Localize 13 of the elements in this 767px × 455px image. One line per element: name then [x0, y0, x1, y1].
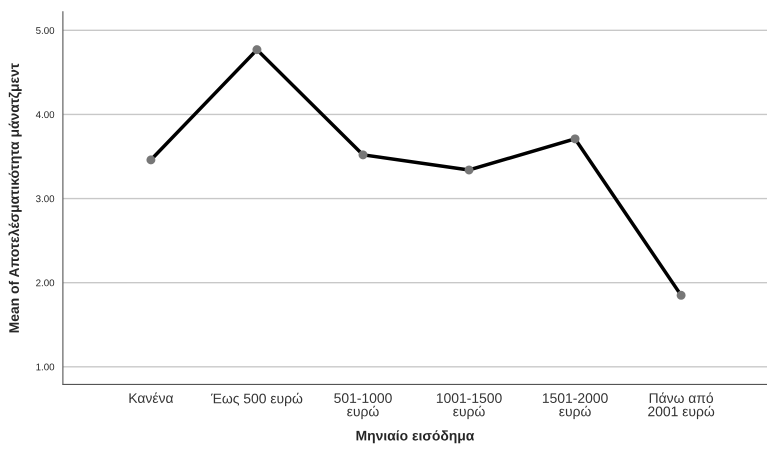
y-tick-label: 3.00 — [36, 195, 54, 202]
x-tick-label: Έως 500 ευρώ — [210, 392, 302, 406]
x-tick-label: Κανένα — [129, 392, 174, 404]
y-tick-label: 5.00 — [36, 27, 54, 34]
y-tick-label: 2.00 — [36, 279, 54, 286]
x-tick-label: 1501-2000 ευρώ — [542, 393, 608, 420]
x-tick-label: Πάνω από 2001 ευρώ — [648, 392, 714, 420]
y-tick-label: 1.00 — [36, 364, 54, 370]
y-axis-title: Mean of Αποτελέσματικότητα μάνατζμεντ — [8, 63, 22, 332]
x-tick-label: 1001-1500 ευρώ — [436, 393, 502, 420]
x-tick-label: 501-1000 ευρώ — [334, 393, 392, 420]
x-axis-title: Μηνιαίο εισόδημα — [356, 430, 474, 444]
y-tick-label: 4.00 — [36, 111, 54, 118]
